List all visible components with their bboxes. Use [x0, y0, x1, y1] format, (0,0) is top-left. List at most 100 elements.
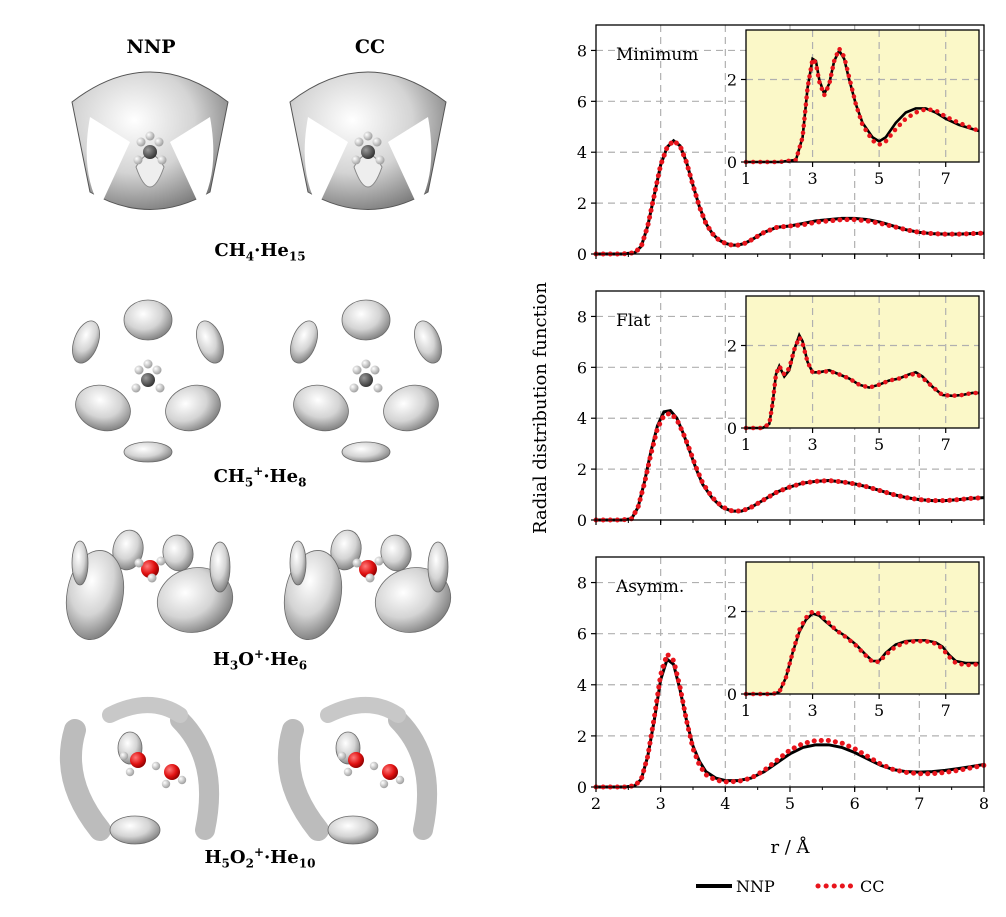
inset-3-background — [746, 562, 979, 694]
inset-3-ytick-label: 0 — [727, 685, 737, 704]
inset-2-frame — [745, 295, 980, 429]
inset-2-series-cc — [743, 331, 982, 431]
panel-label: Flat — [616, 311, 650, 331]
helium-lobe — [290, 320, 318, 364]
rdf-chart: Radial distribution function r / Å 0 2 4 6 8… — [530, 24, 989, 896]
panel-1-ytick-label: 0 — [577, 245, 587, 264]
rdf-panel-1: 0 2 4 6 8 Minimum 1 3 5 7 0 2 — [577, 24, 987, 264]
hydrogen-atom — [152, 365, 162, 375]
hydrogen-atom — [136, 137, 146, 147]
hydrogen-atom — [352, 558, 362, 568]
hydrogen-atom — [379, 779, 389, 789]
hydrogen-atom — [131, 383, 141, 393]
ch4-he15-density — [71, 71, 229, 210]
oxygen-atom — [348, 752, 364, 768]
panel-2-ytick-label: 8 — [577, 307, 587, 326]
inset-3-xtick-label: 5 — [874, 701, 884, 720]
hydrogen-atom — [157, 155, 167, 165]
helium-lobe — [327, 815, 379, 845]
hydrogen-atom — [151, 761, 161, 771]
hydrogen-atom — [370, 365, 380, 375]
structures-panel: NNP CC CH4·He15 — [59, 36, 452, 871]
panel-1-ytick-label: 2 — [577, 194, 587, 213]
hydrogen-atom — [374, 556, 384, 566]
rdf-panel-2: 0 2 4 6 8 Flat 1 3 5 7 0 2 — [577, 290, 987, 530]
inset-2-background — [746, 296, 979, 428]
panel-label: Minimum — [616, 45, 698, 65]
carbon-atom — [141, 373, 155, 387]
hydrogen-atom — [134, 365, 144, 375]
hydrogen-atom — [351, 155, 361, 165]
panel-label: Asymm. — [615, 577, 684, 597]
helium-lobe — [330, 529, 362, 571]
helium-lobe — [123, 441, 173, 463]
panel-3-xtick-label: 2 — [591, 794, 601, 813]
hydrogen-atom — [177, 775, 187, 785]
helium-lobe — [112, 529, 144, 571]
carbon-atom — [143, 145, 157, 159]
molecule-label-h3o-he6: H3O+·He6 — [212, 647, 308, 673]
inset-2-ytick-label: 0 — [727, 419, 737, 438]
hydrogen-atom — [147, 573, 157, 583]
oxygen-atom — [382, 764, 398, 780]
y-axis-label: Radial distribution function — [530, 282, 551, 534]
hydrogen-atom — [354, 137, 364, 147]
inset-3: 1 3 5 7 0 2 — [727, 561, 982, 720]
x-axis-label: r / Å — [770, 836, 810, 858]
helium-lobe — [341, 299, 391, 341]
inset-2: 1 3 5 7 0 2 — [727, 295, 982, 454]
rdf-figure: Radial distribution function r / Å 0 2 4 6 8… — [520, 0, 1006, 917]
hydrogen-atom — [143, 359, 153, 369]
helium-lobe — [162, 534, 194, 572]
helium-tube — [277, 719, 329, 841]
helium-lobe — [289, 540, 307, 586]
hydrogen-atom — [373, 383, 383, 393]
helium-lobe — [383, 384, 439, 432]
h5o2-he10-density — [277, 697, 438, 845]
panel-3-xtick-label: 8 — [979, 794, 989, 813]
panel-1-ytick-label: 8 — [577, 41, 587, 60]
helium-tube — [388, 710, 438, 840]
hydrogen-atom — [161, 779, 171, 789]
inset-1-series-cc — [743, 43, 982, 165]
h3o-he6-density — [283, 529, 452, 640]
legend-label-nnp: NNP — [736, 877, 775, 896]
oxygen-atom — [164, 764, 180, 780]
inset-1-xtick-label: 3 — [807, 169, 817, 188]
panel-2-ytick-label: 4 — [577, 409, 587, 428]
panel-1-ytick-label: 4 — [577, 143, 587, 162]
inset-3-ytick-label: 2 — [727, 603, 737, 622]
panel-2-ytick-label: 0 — [577, 511, 587, 530]
shell-opening — [304, 117, 348, 207]
inset-1-frame — [745, 29, 980, 163]
inset-2-xtick-label: 1 — [741, 435, 751, 454]
panel-1-series-cc — [593, 137, 987, 257]
hydrogen-atom — [119, 751, 129, 761]
panel-3-xtick-label: 7 — [914, 794, 924, 813]
oxygen-atom — [359, 560, 377, 578]
panel-3-series-cc — [593, 649, 987, 790]
helium-lobe — [72, 320, 100, 364]
carbon-atom — [361, 145, 375, 159]
molecule-label-h5o2-he10: H5O2+·He10 — [204, 845, 316, 871]
molecule-label-ch4-he15: CH4·He15 — [214, 240, 306, 264]
helium-lobe — [71, 540, 89, 586]
helium-tube — [170, 710, 220, 840]
hydrogen-atom — [395, 775, 405, 785]
helium-tube — [59, 719, 111, 841]
helium-lobe — [209, 541, 231, 593]
col-header-nnp: NNP — [126, 36, 176, 58]
helium-lobe — [165, 384, 221, 432]
panel-3-xtick-label: 6 — [850, 794, 860, 813]
ch5-he8-density — [290, 299, 442, 463]
helium-lobe — [123, 299, 173, 341]
panel-3-xtick-label: 4 — [720, 794, 730, 813]
helium-lobe — [414, 320, 442, 364]
hydrogen-atom — [154, 137, 164, 147]
h5o2-he10-density — [59, 697, 220, 845]
hydrogen-atom — [352, 365, 362, 375]
hydrogen-atom — [365, 573, 375, 583]
inset-2-xtick-label: 7 — [941, 435, 951, 454]
hydrogen-atom — [156, 556, 166, 566]
